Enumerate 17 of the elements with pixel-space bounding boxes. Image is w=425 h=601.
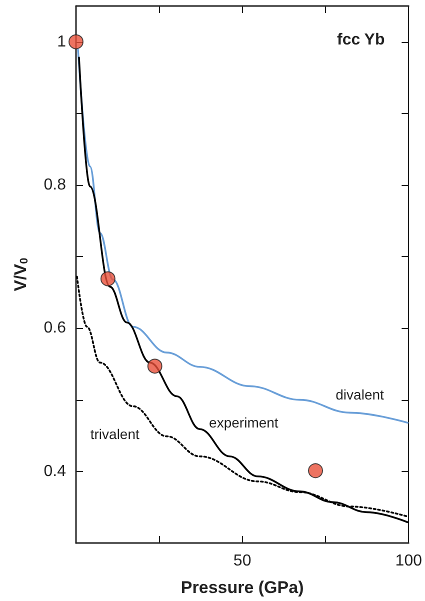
series-label: divalent bbox=[336, 386, 384, 403]
y-tick-label: 0.8 bbox=[44, 176, 66, 194]
annotation: fcc Yb bbox=[336, 32, 385, 48]
series-label: experiment bbox=[209, 414, 278, 430]
y-axis-title: V/V0 bbox=[11, 258, 30, 292]
x-axis-title: Pressure (GPa) bbox=[180, 578, 304, 597]
y-tick-label: 0.4 bbox=[44, 462, 66, 480]
y-tick-label: 1 bbox=[57, 33, 66, 50]
point bbox=[100, 271, 116, 286]
line-series bbox=[78, 56, 409, 524]
point bbox=[68, 34, 84, 50]
point bbox=[147, 358, 162, 374]
y-tick-label: 0.6 bbox=[44, 320, 66, 337]
series-label: trivalent bbox=[90, 426, 140, 442]
x-tick-label: 50 bbox=[233, 552, 252, 570]
x-tick-label: 100 bbox=[395, 552, 422, 570]
point bbox=[308, 463, 324, 478]
